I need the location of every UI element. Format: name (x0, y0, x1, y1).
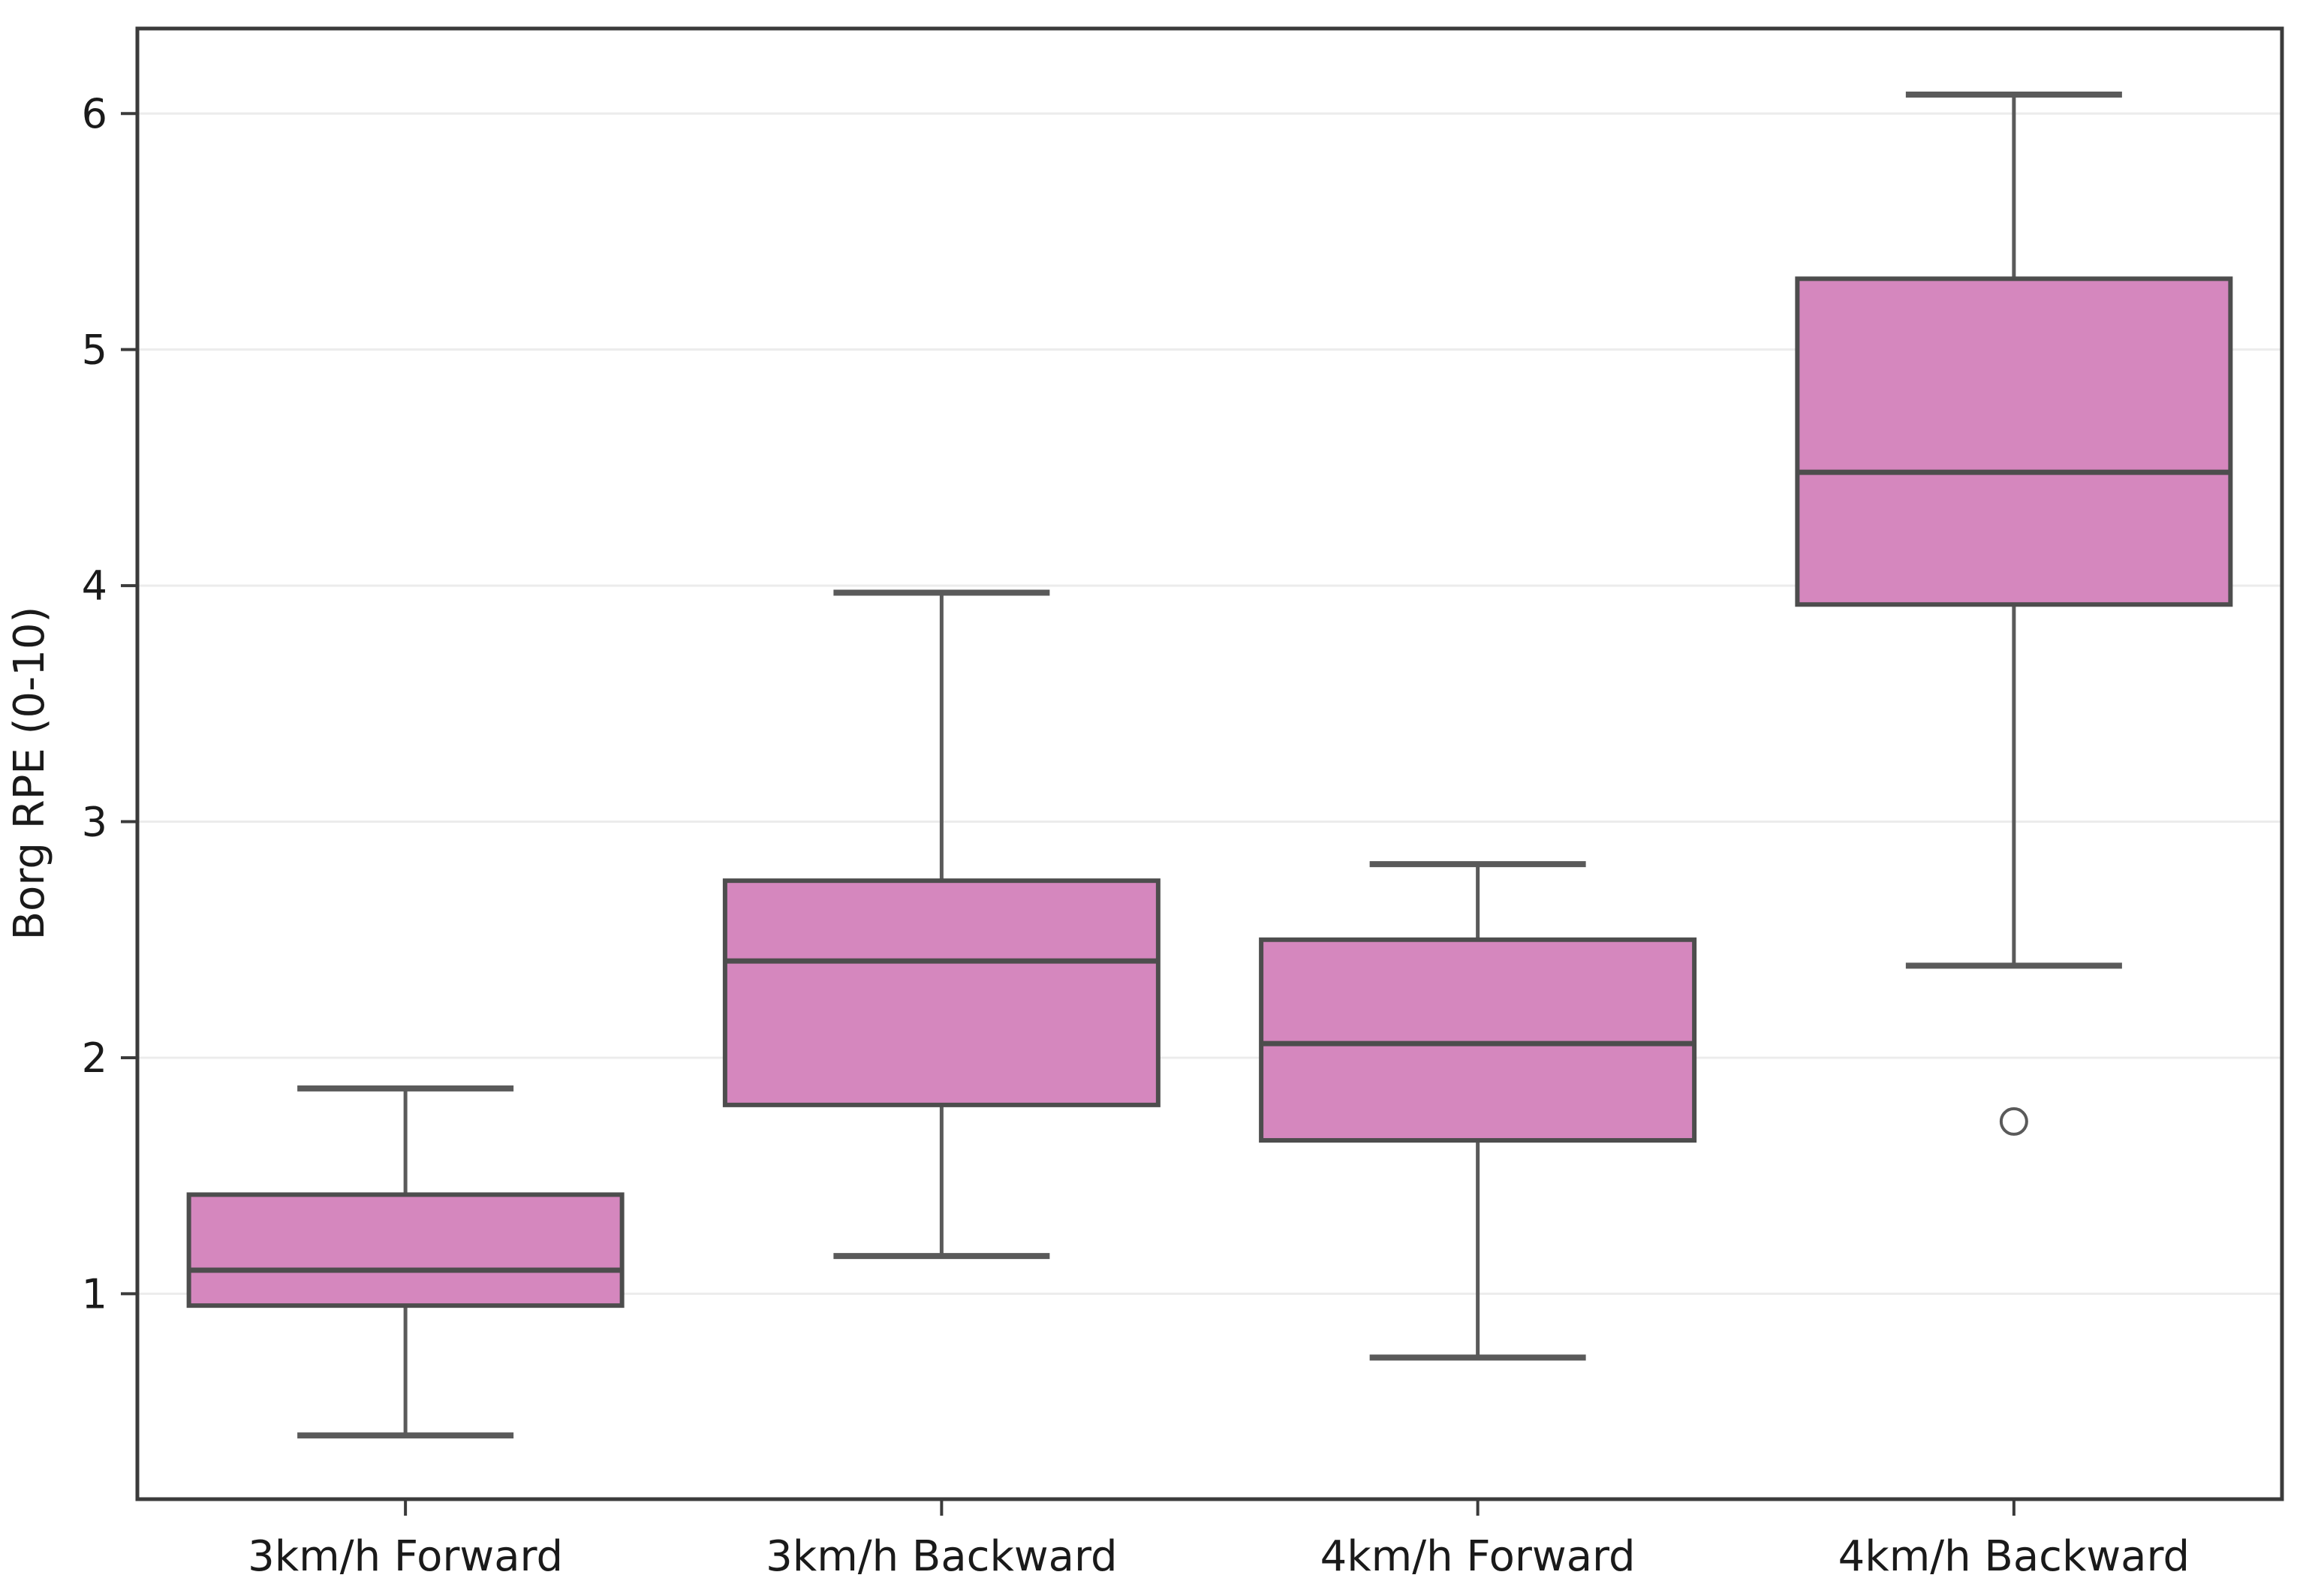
y-tick-label-1: 1 (82, 1270, 107, 1317)
y-tick-label-2: 2 (82, 1034, 107, 1082)
x-tick-label-3km-h-forward: 3km/h Forward (248, 1532, 563, 1581)
x-tick-label-4km-h-backward: 4km/h Backward (1838, 1532, 2190, 1581)
box-4km-h-backward (1795, 276, 2233, 607)
y-tick-label-6: 6 (82, 90, 107, 137)
y-tick-label-3: 3 (82, 799, 107, 846)
box-4km-h-forward (1259, 937, 1697, 1143)
y-tick-label-4: 4 (82, 562, 107, 610)
plot-frame (135, 26, 2284, 1501)
x-tick-label-3km-h-backward: 3km/h Backward (766, 1532, 1117, 1581)
outlier-point-4km-h-backward-0 (1999, 1107, 2028, 1136)
y-tick-label-5: 5 (82, 327, 107, 374)
y-axis-label: Borg RPE (0-10) (5, 607, 54, 941)
box-3km-h-forward (186, 1192, 625, 1308)
box-3km-h-backward (722, 878, 1161, 1107)
x-tick-label-4km-h-forward: 4km/h Forward (1320, 1532, 1636, 1581)
